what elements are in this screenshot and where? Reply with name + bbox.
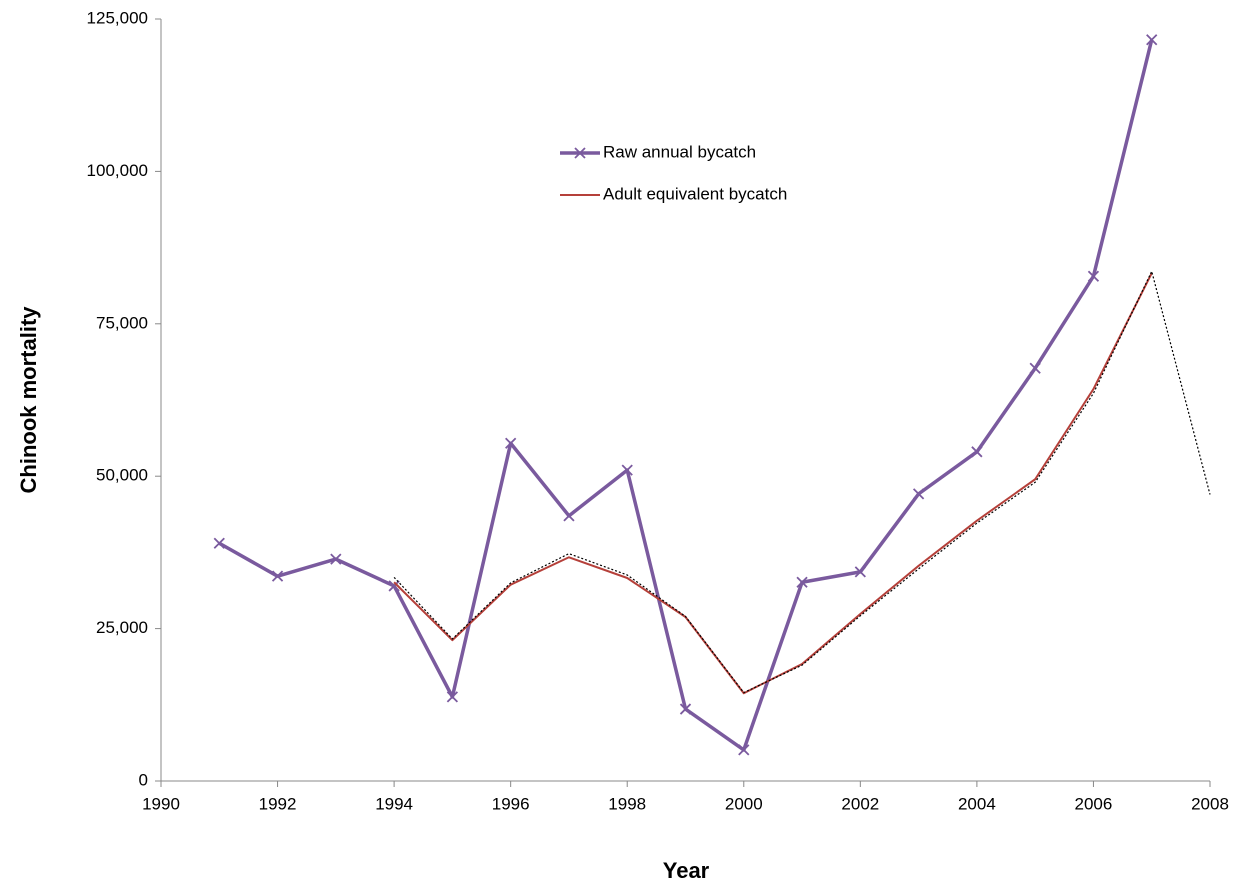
x-tick-label: 2008	[1191, 794, 1229, 813]
point-marker	[738, 744, 750, 756]
y-tick-label: 125,000	[87, 8, 148, 27]
y-tick-label: 50,000	[96, 466, 148, 485]
x-tick-label: 1996	[492, 794, 530, 813]
point-marker	[912, 488, 925, 500]
point-marker	[1146, 34, 1158, 46]
legend-label: Adult equivalent bycatch	[603, 184, 787, 203]
x-tick-label: 1992	[259, 794, 297, 813]
point-marker	[213, 537, 225, 549]
point-marker	[854, 566, 866, 578]
y-tick-label: 75,000	[96, 313, 148, 332]
y-tick-label: 0	[139, 770, 148, 789]
y-axis-title: Chinook mortality	[16, 306, 41, 494]
y-tick-label: 25,000	[96, 618, 148, 637]
point-marker	[971, 446, 983, 458]
point-marker	[388, 580, 400, 592]
point-marker	[1029, 362, 1041, 374]
legend-marker	[574, 147, 586, 159]
x-tick-label: 1998	[608, 794, 646, 813]
point-marker	[446, 691, 459, 703]
x-tick-label: 2002	[841, 794, 879, 813]
x-tick-label: 1990	[142, 794, 180, 813]
point-marker	[679, 703, 692, 715]
point-marker	[621, 464, 633, 476]
point-marker	[271, 570, 284, 582]
point-marker	[563, 510, 575, 522]
x-axis-title: Year	[663, 858, 710, 883]
point-marker	[1087, 270, 1100, 282]
x-tick-label: 1994	[375, 794, 413, 813]
series-line	[393, 270, 1211, 694]
x-tick-label: 2000	[725, 794, 763, 813]
point-marker	[796, 576, 808, 588]
point-marker	[330, 553, 342, 565]
series-line	[393, 272, 1153, 695]
legend-label: Raw annual bycatch	[603, 142, 756, 161]
x-tick-label: 2006	[1075, 794, 1113, 813]
x-tick-label: 2004	[958, 794, 996, 813]
point-marker	[505, 437, 517, 449]
y-tick-label: 100,000	[87, 161, 148, 180]
